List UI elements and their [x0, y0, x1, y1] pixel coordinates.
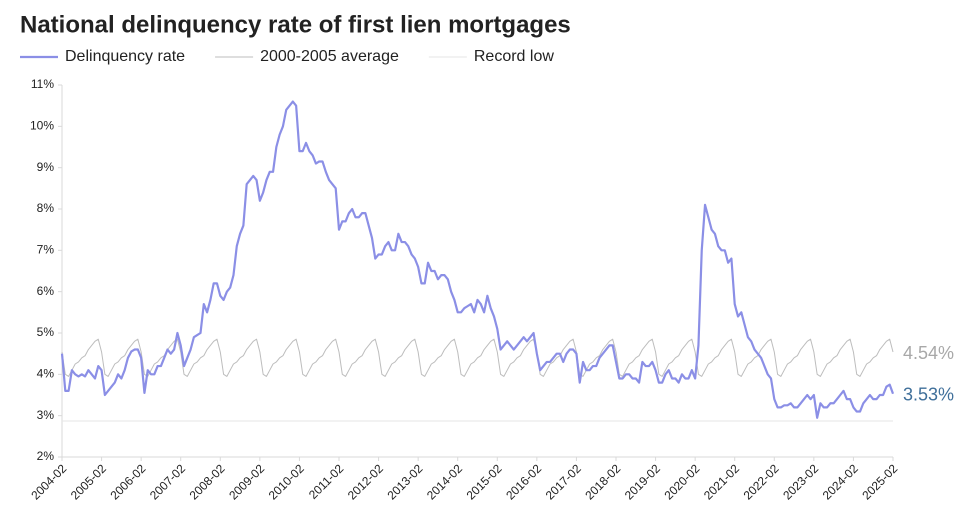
x-tick-label: 2010-02	[266, 461, 307, 502]
x-tick-label: 2014-02	[424, 461, 465, 502]
x-tick-label: 2007-02	[147, 461, 188, 502]
end-label: 3.53%	[903, 385, 954, 405]
y-tick-label: 9%	[37, 160, 55, 174]
y-tick-label: 8%	[37, 201, 55, 215]
end-label: 4.54%	[903, 343, 954, 363]
series-line	[61, 338, 894, 377]
x-tick-label: 2018-02	[582, 461, 623, 502]
y-tick-label: 3%	[37, 408, 55, 422]
y-tick-label: 2%	[37, 449, 55, 463]
legend-label: Delinquency rate	[65, 48, 185, 65]
x-tick-label: 2008-02	[187, 461, 228, 502]
x-tick-label: 2023-02	[780, 461, 821, 502]
x-tick-label: 2016-02	[503, 461, 544, 502]
chart-title: National delinquency rate of first lien …	[20, 11, 571, 38]
y-tick-label: 6%	[37, 284, 55, 298]
x-tick-label: 2022-02	[741, 461, 782, 502]
x-tick-label: 2004-02	[28, 461, 69, 502]
y-tick-label: 10%	[30, 119, 54, 133]
y-tick-label: 5%	[37, 325, 55, 339]
legend-label: 2000-2005 average	[260, 48, 399, 65]
x-tick-label: 2006-02	[107, 461, 148, 502]
x-tick-label: 2011-02	[306, 461, 347, 502]
x-tick-label: 2009-02	[226, 461, 267, 502]
x-tick-label: 2024-02	[820, 461, 861, 502]
x-tick-label: 2012-02	[345, 461, 386, 502]
x-tick-label: 2005-02	[68, 461, 109, 502]
x-tick-label: 2025-02	[859, 461, 900, 502]
x-tick-label: 2015-02	[464, 461, 505, 502]
x-tick-label: 2019-02	[622, 461, 663, 502]
y-tick-label: 4%	[37, 367, 55, 381]
x-tick-label: 2020-02	[661, 461, 702, 502]
y-tick-label: 7%	[37, 243, 55, 257]
x-tick-label: 2021-02	[701, 461, 742, 502]
series-line	[60, 100, 895, 419]
legend-label: Record low	[474, 48, 554, 65]
y-tick-label: 11%	[31, 77, 54, 91]
x-tick-label: 2017-02	[543, 461, 584, 502]
x-tick-label: 2013-02	[384, 461, 425, 502]
